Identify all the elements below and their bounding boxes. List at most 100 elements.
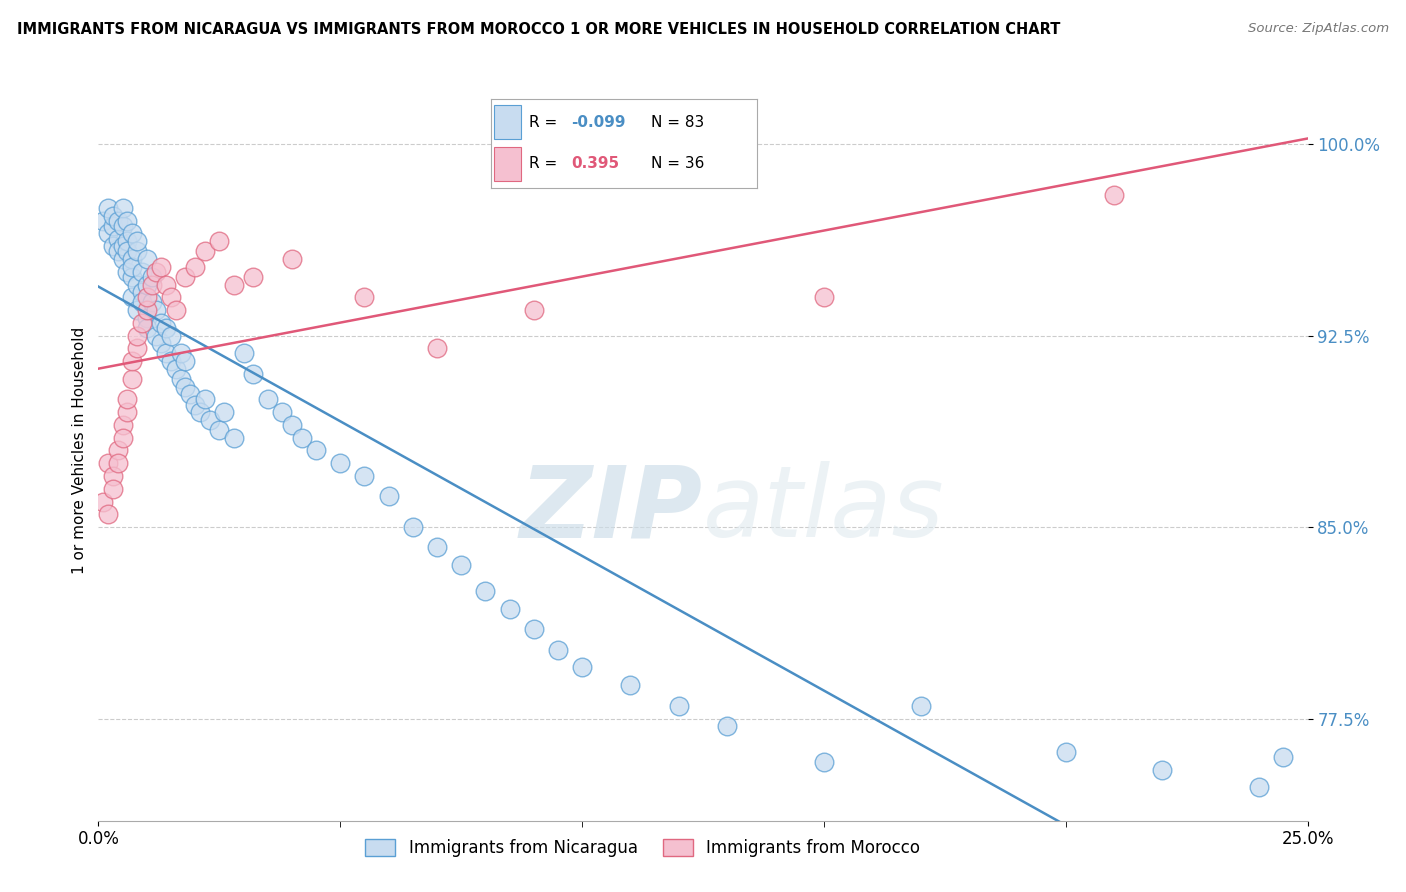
- Point: [131, 316, 153, 330]
- Point: [121, 269, 143, 284]
- Point: [208, 423, 231, 437]
- Point: [547, 642, 569, 657]
- Point: [111, 239, 134, 253]
- Text: ZIP: ZIP: [520, 461, 703, 558]
- Point: [150, 336, 173, 351]
- Point: [426, 541, 449, 555]
- Point: [256, 392, 278, 407]
- Point: [402, 520, 425, 534]
- Point: [121, 227, 143, 241]
- Point: [121, 354, 143, 368]
- Point: [127, 303, 149, 318]
- Point: [1102, 188, 1125, 202]
- Point: [498, 601, 520, 615]
- Point: [145, 328, 167, 343]
- Point: [523, 622, 546, 636]
- Point: [426, 342, 449, 356]
- Text: IMMIGRANTS FROM NICARAGUA VS IMMIGRANTS FROM MOROCCO 1 OR MORE VEHICLES IN HOUSE: IMMIGRANTS FROM NICARAGUA VS IMMIGRANTS …: [17, 22, 1060, 37]
- Point: [1152, 763, 1174, 777]
- Point: [242, 269, 264, 284]
- Point: [127, 244, 149, 259]
- Point: [174, 269, 197, 284]
- Point: [198, 413, 221, 427]
- Point: [155, 346, 177, 360]
- Point: [716, 719, 738, 733]
- Point: [127, 342, 149, 356]
- Point: [117, 265, 139, 279]
- Point: [155, 321, 177, 335]
- Point: [117, 392, 139, 407]
- Point: [91, 494, 114, 508]
- Point: [212, 405, 235, 419]
- Point: [450, 558, 472, 573]
- Point: [135, 310, 157, 325]
- Point: [127, 277, 149, 292]
- Point: [813, 755, 835, 769]
- Point: [135, 321, 157, 335]
- Point: [377, 490, 399, 504]
- Point: [141, 269, 163, 284]
- Point: [813, 290, 835, 304]
- Point: [117, 213, 139, 227]
- Legend: Immigrants from Nicaragua, Immigrants from Morocco: Immigrants from Nicaragua, Immigrants fr…: [359, 832, 927, 864]
- Point: [165, 361, 187, 376]
- Point: [141, 277, 163, 292]
- Point: [135, 252, 157, 266]
- Point: [111, 417, 134, 432]
- Point: [117, 234, 139, 248]
- Point: [1249, 780, 1271, 795]
- Point: [121, 372, 143, 386]
- Point: [1054, 745, 1077, 759]
- Point: [232, 346, 254, 360]
- Point: [111, 219, 134, 233]
- Y-axis label: 1 or more Vehicles in Household: 1 or more Vehicles in Household: [72, 326, 87, 574]
- Point: [222, 431, 245, 445]
- Point: [242, 367, 264, 381]
- Point: [155, 277, 177, 292]
- Point: [101, 209, 124, 223]
- Point: [107, 456, 129, 470]
- Point: [208, 234, 231, 248]
- Point: [194, 392, 217, 407]
- Point: [305, 443, 328, 458]
- Point: [131, 285, 153, 300]
- Point: [121, 252, 143, 266]
- Point: [571, 660, 593, 674]
- Point: [619, 678, 641, 692]
- Point: [160, 328, 183, 343]
- Point: [117, 244, 139, 259]
- Point: [160, 354, 183, 368]
- Point: [97, 201, 120, 215]
- Text: atlas: atlas: [703, 461, 945, 558]
- Point: [97, 456, 120, 470]
- Point: [127, 234, 149, 248]
- Point: [135, 277, 157, 292]
- Point: [271, 405, 294, 419]
- Point: [165, 303, 187, 318]
- Point: [910, 698, 932, 713]
- Point: [523, 303, 546, 318]
- Point: [101, 469, 124, 483]
- Point: [169, 346, 191, 360]
- Point: [107, 443, 129, 458]
- Point: [107, 213, 129, 227]
- Point: [150, 316, 173, 330]
- Point: [135, 290, 157, 304]
- Point: [150, 260, 173, 274]
- Point: [174, 354, 197, 368]
- Point: [281, 252, 304, 266]
- Point: [179, 387, 201, 401]
- Point: [474, 583, 496, 598]
- Point: [353, 469, 375, 483]
- Point: [101, 219, 124, 233]
- Point: [194, 244, 217, 259]
- Point: [111, 252, 134, 266]
- Point: [668, 698, 690, 713]
- Point: [141, 295, 163, 310]
- Point: [121, 290, 143, 304]
- Text: Source: ZipAtlas.com: Source: ZipAtlas.com: [1249, 22, 1389, 36]
- Point: [97, 508, 120, 522]
- Point: [188, 405, 211, 419]
- Point: [145, 303, 167, 318]
- Point: [117, 405, 139, 419]
